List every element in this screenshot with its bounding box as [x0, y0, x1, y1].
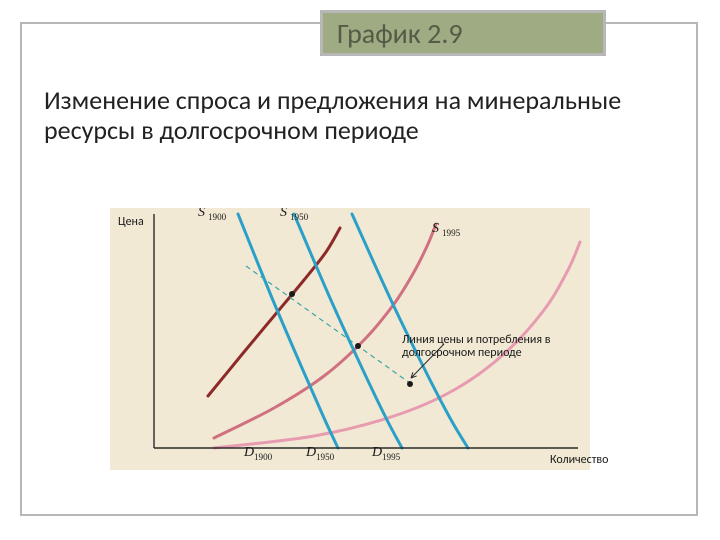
x-axis-label: Количество: [550, 454, 620, 467]
svg-text:1900: 1900: [254, 452, 273, 462]
svg-text:D: D: [243, 445, 254, 460]
svg-text:D: D: [371, 445, 382, 460]
slide-title: График 2.9: [337, 16, 463, 51]
y-axis-label: Цена: [118, 216, 144, 229]
svg-text:1950: 1950: [290, 212, 309, 222]
svg-text:1995: 1995: [382, 452, 401, 462]
svg-text:S: S: [280, 208, 287, 220]
headline-text: Изменение спроса и предложения на минера…: [44, 86, 654, 146]
svg-text:1900: 1900: [208, 212, 227, 222]
title-box: График 2.9: [320, 10, 606, 56]
trend-annotation: Линия цены и потребления в долгосрочном …: [402, 334, 552, 360]
intersection-0: [289, 291, 295, 297]
svg-text:1995: 1995: [442, 228, 461, 238]
intersection-2: [407, 381, 413, 387]
intersection-1: [355, 343, 361, 349]
svg-text:1950: 1950: [316, 452, 335, 462]
svg-text:D: D: [305, 445, 316, 460]
svg-text:S: S: [198, 208, 205, 220]
slide: График 2.9 Изменение спроса и предложени…: [0, 0, 720, 540]
svg-text:S: S: [432, 221, 439, 236]
